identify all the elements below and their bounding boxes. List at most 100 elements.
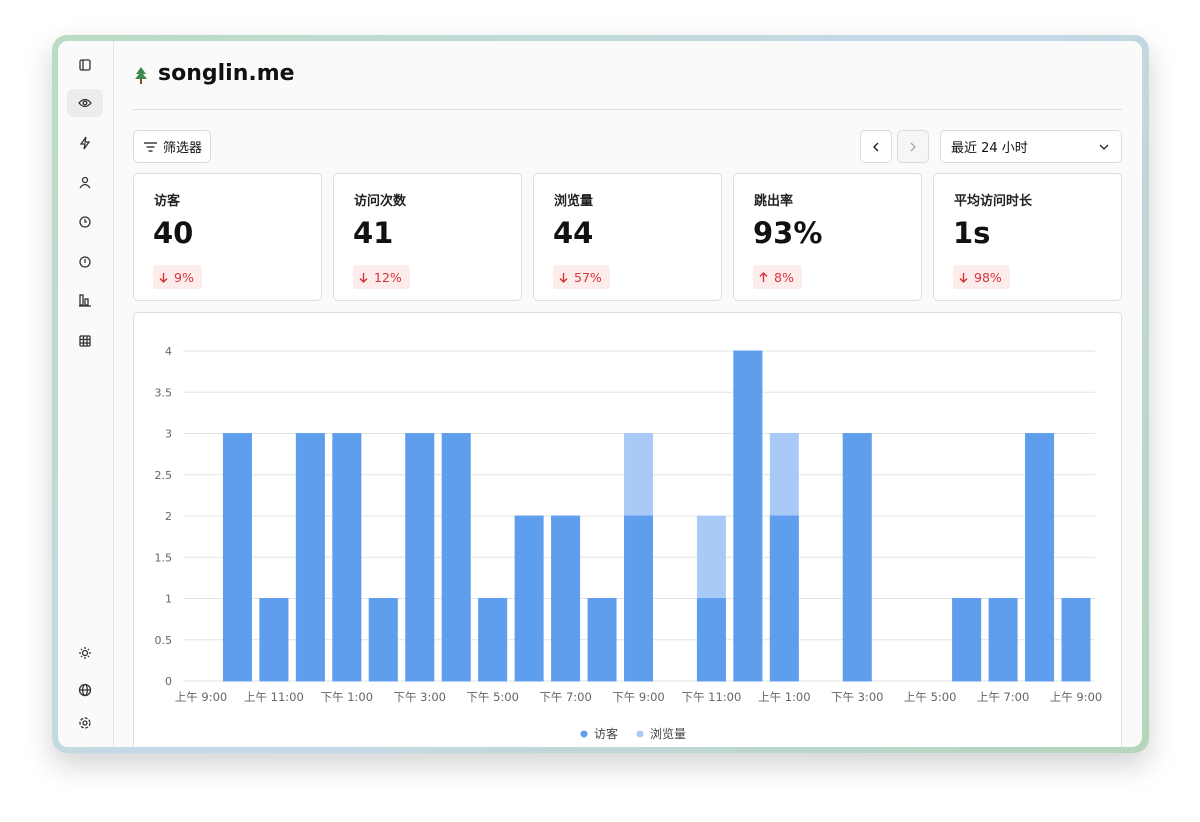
legend-label: 访客 [594, 726, 618, 741]
y-tick-label: 2.5 [155, 469, 173, 482]
bar [769, 515, 799, 682]
trend-arrow [359, 272, 368, 283]
change-value: 8% [774, 269, 794, 285]
x-tick-label: 下午 3:00 [831, 690, 883, 704]
bar [587, 598, 617, 682]
y-tick-label: 1.5 [155, 551, 173, 564]
bar [441, 433, 471, 682]
view-icon[interactable] [78, 98, 92, 108]
user-icon[interactable] [79, 176, 91, 189]
theme-icon[interactable] [79, 647, 91, 659]
next-button[interactable] [897, 130, 929, 163]
trend-arrow [159, 272, 168, 283]
stat-change: 9% [153, 265, 202, 289]
bar [988, 598, 1018, 682]
x-tick-label: 下午 3:00 [394, 690, 446, 704]
filter-button[interactable]: 筛选器 [133, 130, 211, 163]
y-tick-label: 0 [165, 675, 172, 688]
bar [842, 433, 872, 682]
language-icon[interactable] [78, 683, 92, 697]
bar [259, 598, 289, 682]
y-tick-label: 0.5 [155, 634, 173, 647]
stat-value: 44 [553, 216, 594, 250]
table-icon[interactable] [79, 335, 91, 347]
range-label: 最近 24 小时 [951, 141, 1028, 156]
bar [733, 350, 763, 682]
legend-label: 浏览量 [650, 726, 686, 741]
chart-card: 0 0.5 1 1.5 2 2.5 3 3.5 4 上午 9:00 上午 11:00 下午 1:00 下… [133, 312, 1122, 747]
sidebar [58, 41, 114, 747]
chart: 0 0.5 1 1.5 2 2.5 3 3.5 4 上午 9:00 上午 11:00 下午 1:00 下… [155, 345, 1103, 741]
x-tick-label: 上午 11:00 [244, 690, 304, 704]
prev-button[interactable] [860, 130, 892, 163]
x-tick-label: 下午 11:00 [682, 690, 742, 704]
stat-value: 1s [953, 216, 991, 250]
toggle-icon[interactable] [79, 59, 91, 71]
stat-change: 12% [353, 265, 410, 289]
clock-icon[interactable] [79, 216, 91, 228]
next-icon [910, 142, 916, 151]
bar [222, 433, 252, 682]
trend-icon [559, 272, 568, 283]
stat-label: 访客 [154, 194, 181, 209]
change-value: 57% [574, 269, 602, 285]
stat-card: 平均访问时长 1s 98% [933, 173, 1122, 301]
bar [1025, 433, 1055, 682]
change-value: 9% [174, 269, 194, 285]
compass-icon[interactable] [79, 256, 91, 268]
settings-icon[interactable] [79, 717, 91, 729]
stat-change: 98% [953, 265, 1010, 289]
bar [696, 598, 726, 682]
bar [1061, 598, 1091, 682]
stat-value: 93% [753, 216, 823, 250]
change-value: 98% [974, 269, 1002, 285]
bar [368, 598, 398, 682]
stat-value: 41 [353, 216, 394, 250]
x-tick-label: 下午 7:00 [539, 690, 591, 704]
trend-icon [359, 272, 368, 283]
y-tick-label: 4 [165, 345, 172, 358]
chevron [1099, 144, 1109, 150]
stat-label: 浏览量 [554, 194, 594, 209]
y-tick-label: 3.5 [155, 386, 173, 399]
stat-change: 8% [753, 265, 802, 289]
stat-card: 访问次数 41 12% [333, 173, 522, 301]
legend-swatch [636, 730, 644, 738]
stat-label: 跳出率 [754, 194, 794, 209]
legend-swatch [580, 730, 588, 738]
bar [295, 433, 325, 682]
prev-icon [873, 142, 879, 151]
trend-icon [159, 272, 168, 283]
events-icon[interactable] [79, 136, 91, 150]
change-value: 12% [374, 269, 402, 285]
tree-icon [135, 67, 147, 84]
x-tick-label: 上午 9:00 [1050, 690, 1102, 704]
stat-value: 40 [153, 216, 194, 250]
trend-arrow [559, 272, 568, 283]
stat-card: 跳出率 93% 8% [733, 173, 922, 301]
chart-icon[interactable] [79, 294, 91, 307]
bar [551, 515, 581, 682]
bar [624, 515, 653, 682]
stat-label: 平均访问时长 [954, 194, 1033, 209]
x-tick-label: 下午 5:00 [466, 690, 518, 704]
stat-label: 访问次数 [354, 194, 407, 209]
trend-icon [959, 272, 968, 283]
x-tick-label: 上午 7:00 [977, 690, 1029, 704]
bar [405, 433, 435, 682]
bar [514, 515, 544, 682]
x-tick-label: 下午 9:00 [612, 690, 664, 704]
bar [952, 598, 982, 682]
stat-card: 浏览量 44 57% [533, 173, 722, 301]
range-select[interactable]: 最近 24 小时 [940, 130, 1122, 163]
trend-icon [759, 271, 768, 282]
stat-change: 57% [553, 265, 610, 289]
trend-arrow [759, 271, 768, 282]
divider [133, 109, 1122, 110]
y-tick-label: 2 [165, 510, 172, 523]
y-tick-label: 1 [165, 593, 172, 606]
x-tick-label: 上午 9:00 [175, 690, 227, 704]
app-window: songlin.me 筛选器 最近 24 小时 访客 40 9% 访问次数 41 12% 浏… [58, 41, 1142, 747]
y-tick-label: 3 [165, 428, 172, 441]
